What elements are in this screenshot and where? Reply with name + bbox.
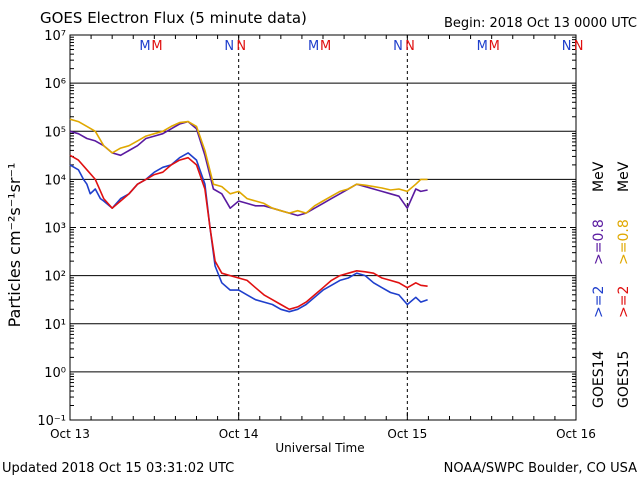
y-tick-label: 10⁻¹ [37,414,66,429]
legend-g14-ge2: >=2 [591,286,607,318]
series-line [69,154,428,311]
y-tick-labels: 10⁻¹ 10⁰ 10¹ 10² 10³ 10⁴ 10⁵ 10⁶ 10⁷ [37,29,66,429]
legend: GOES14 GOES15 >=2 >=2 >=0.8 >=0.8 MeV Me… [591,161,632,408]
y-tick-label: 10⁷ [44,29,66,44]
marker-label: M [139,39,150,54]
y-tick-label: 10⁶ [44,77,66,92]
grid-lines [69,35,577,420]
y-tick-label: 10⁵ [44,125,66,140]
marker-label: M [320,39,331,54]
marker-label: N [574,39,584,54]
legend-goes15: GOES15 [616,351,632,408]
marker-label: M [489,39,500,54]
chart-title: GOES Electron Flux (5 minute data) [40,9,307,27]
series-line [69,118,428,214]
y-tick-label: 10³ [44,222,66,237]
marker-label: N [224,39,234,54]
legend-g15-ge2: >=2 [616,286,632,318]
legend-g14-ge08: >=0.8 [591,219,607,265]
x-tick-label: Oct 13 [50,427,90,441]
y-tick-label: 10⁴ [44,173,66,188]
series-lines [69,118,428,313]
marker-label: M [477,39,488,54]
marker-label: M [151,39,162,54]
legend-mev-1: MeV [591,161,607,192]
marker-label: N [236,39,246,54]
y-tick-label: 10¹ [44,318,66,333]
y-tick-label: 10⁰ [44,366,66,381]
legend-g15-ge08: >=0.8 [616,219,632,265]
legend-goes14: GOES14 [591,350,607,408]
x-tick-label: Oct 16 [556,427,596,441]
begin-time: Begin: 2018 Oct 13 0000 UTC [444,16,637,31]
marker-label: N [393,39,403,54]
x-tick-label: Oct 15 [387,427,427,441]
marker-label: N [562,39,572,54]
series-line [69,120,428,217]
updated-timestamp: Updated 2018 Oct 15 03:31:02 UTC [2,461,234,476]
marker-label: N [405,39,415,54]
y-tick-label: 10² [44,270,66,285]
x-tick-label: Oct 14 [219,427,259,441]
y-axis-label: Particles cm⁻²s⁻¹sr⁻¹ [5,163,24,328]
series-line [69,152,428,313]
legend-mev-2: MeV [616,161,632,192]
credit-label: NOAA/SWPC Boulder, CO USA [444,461,637,476]
x-tick-labels: Oct 13 Oct 14 Oct 15 Oct 16 [50,427,596,441]
marker-label: M [308,39,319,54]
x-axis-label: Universal Time [275,441,364,455]
